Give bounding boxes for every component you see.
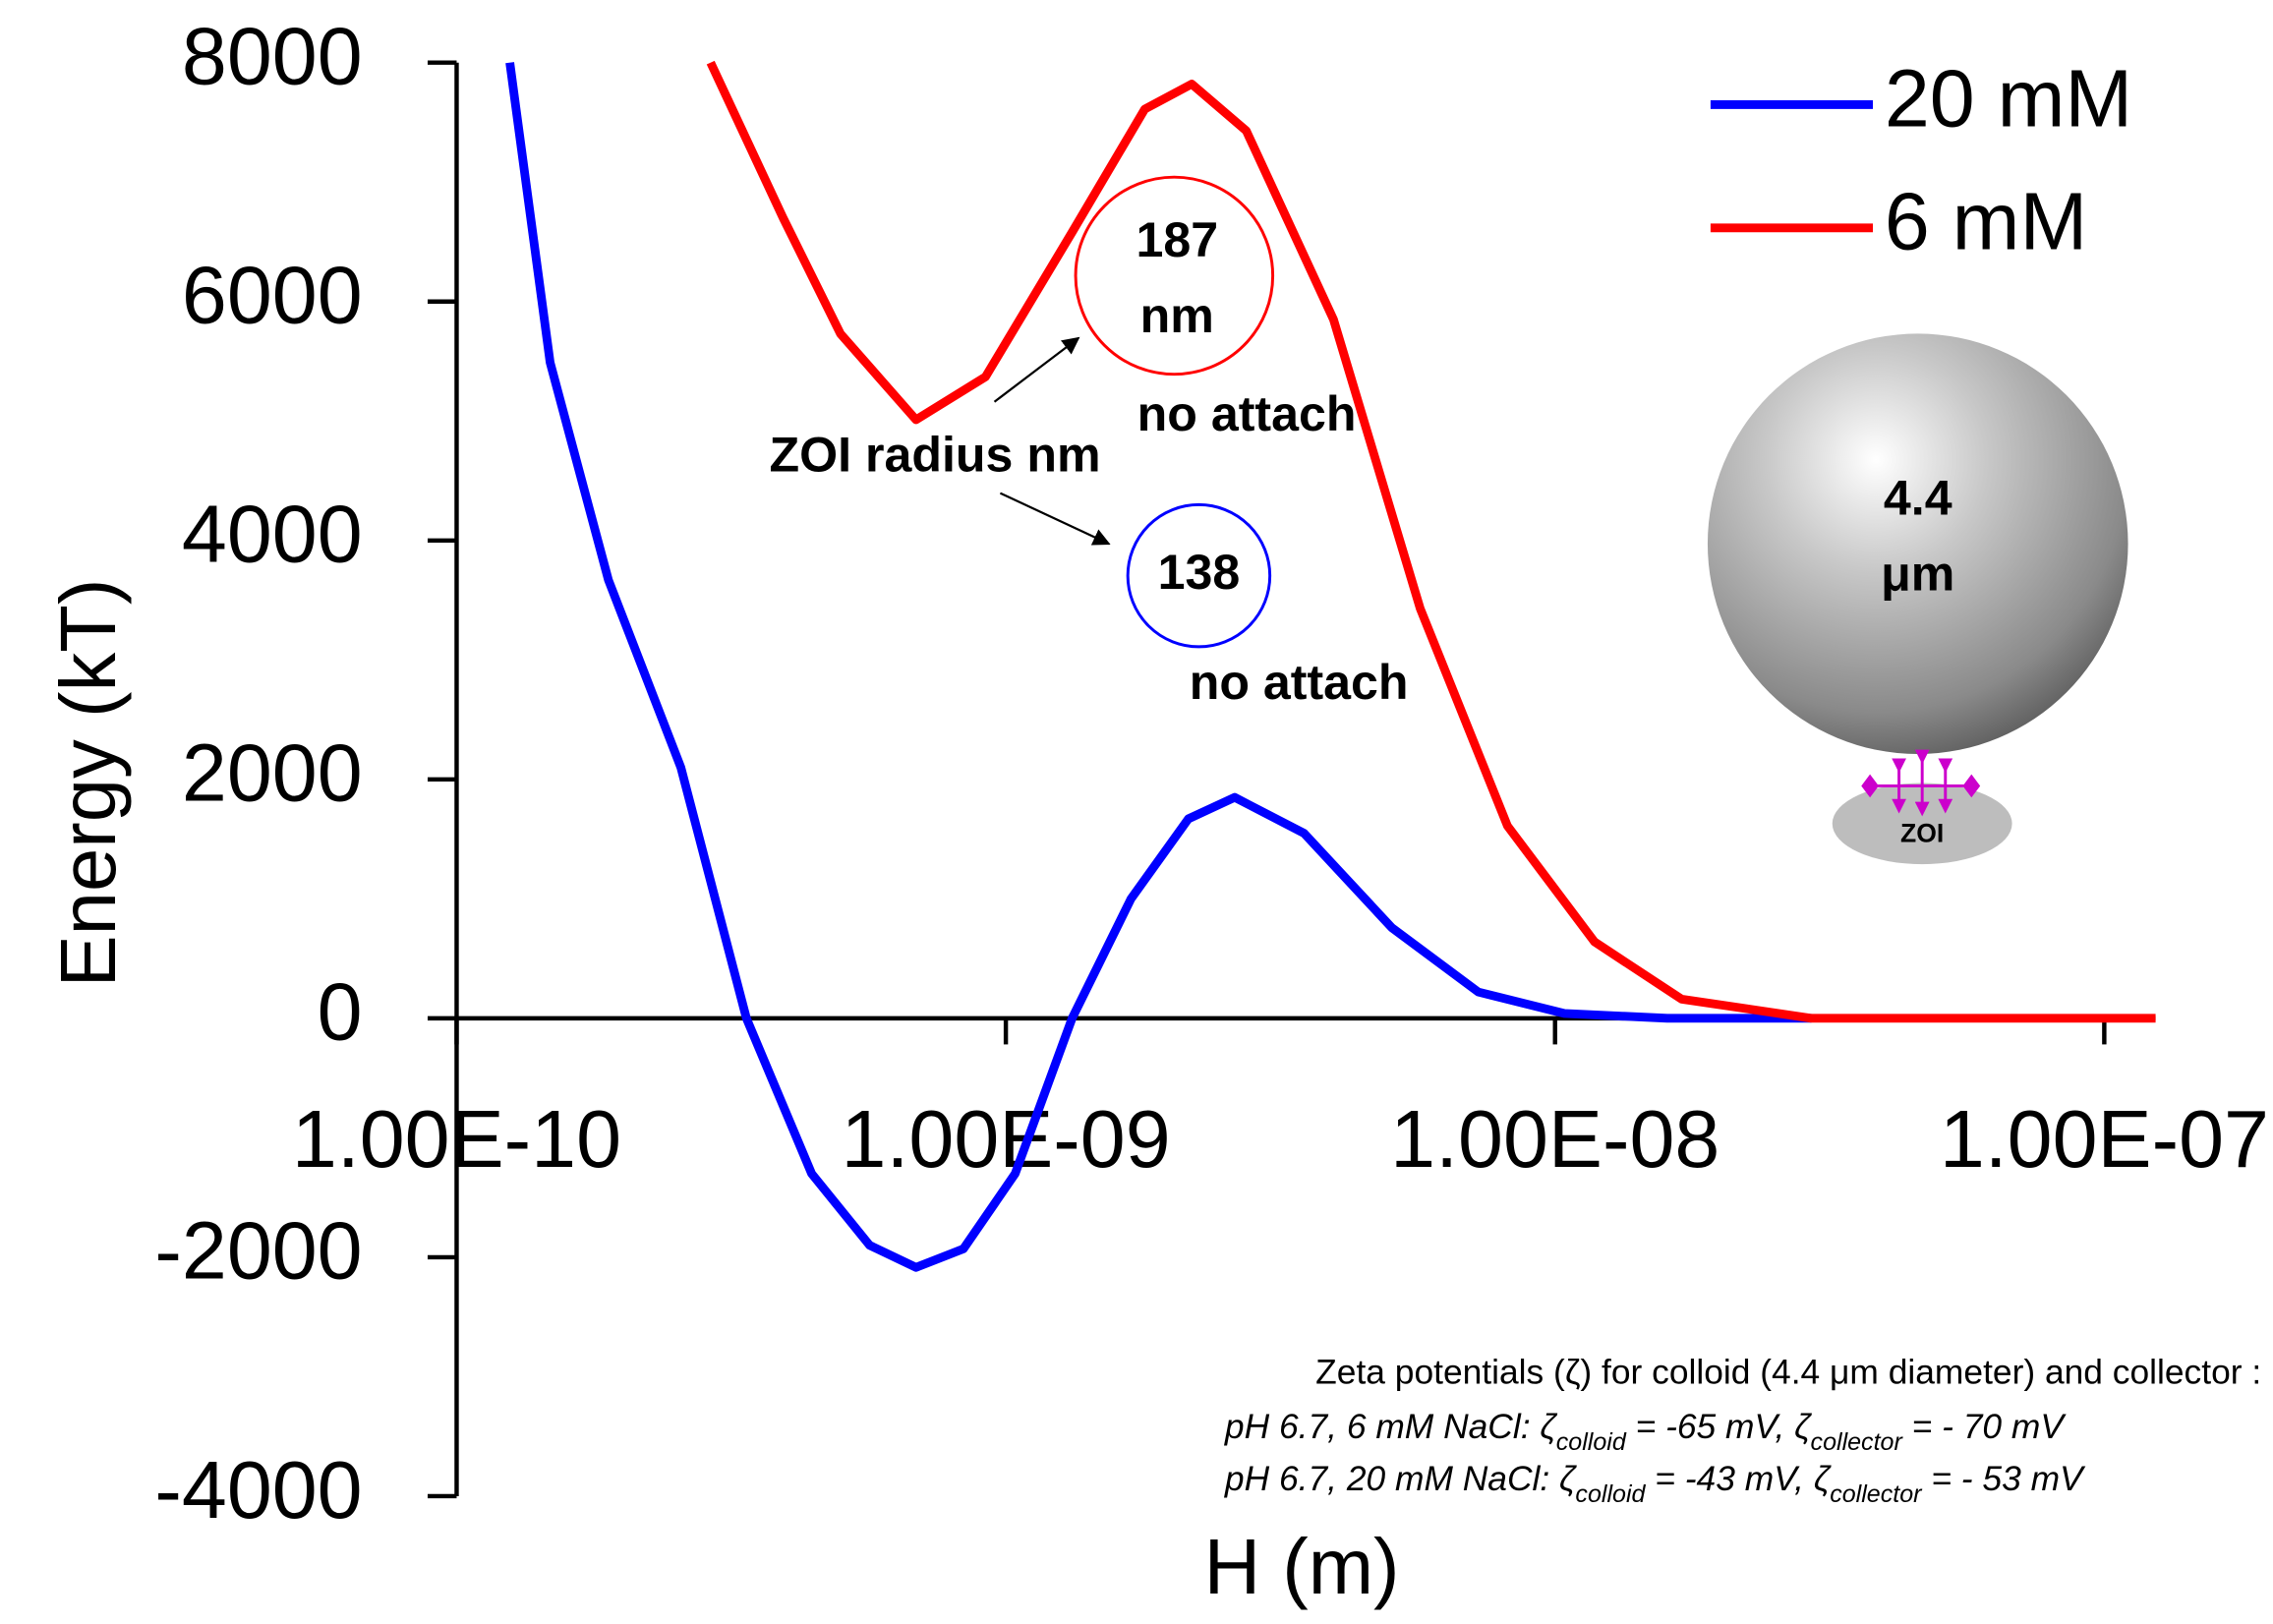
legend-label: 6 mM xyxy=(1885,177,2087,267)
zoi-arrows xyxy=(1861,749,1981,817)
annotation-arrow xyxy=(999,492,1111,546)
line-series xyxy=(505,62,1812,1272)
annotation: 4.4 xyxy=(1884,471,1952,526)
line-series xyxy=(706,60,2156,1023)
annotation: no attach xyxy=(1190,655,1409,710)
note-part: collector xyxy=(1811,1428,1904,1456)
x-axis-title: H (m) xyxy=(1204,1523,1400,1610)
note-part: = -43 mV, ζ xyxy=(1645,1461,1831,1499)
x-tick-label: 1.00E-10 xyxy=(292,1094,621,1185)
y-axis-title: Energy (kT) xyxy=(44,579,132,988)
annotation: ZOI xyxy=(1900,819,1944,848)
note-part: = - 70 mV xyxy=(1902,1408,2068,1446)
y-tick-label: 4000 xyxy=(182,490,363,580)
note-part: collector xyxy=(1830,1480,1923,1508)
y-tick-label: 0 xyxy=(318,967,363,1058)
note: pH 6.7, 6 mM NaCl: ζcolloid = -65 mV, ζc… xyxy=(1224,1408,2067,1455)
zoi-circle-20mm xyxy=(1126,502,1272,649)
annotation: ZOI radius nm xyxy=(770,427,1101,482)
note-part: = - 53 mV xyxy=(1921,1461,2086,1499)
note-part: = -65 mV, ζ xyxy=(1626,1408,1812,1446)
annotation: μm xyxy=(1881,546,1954,601)
note: Zeta potentials (ζ) for colloid (4.4 μm … xyxy=(1315,1353,2261,1391)
note-part: colloid xyxy=(1556,1428,1627,1456)
annotation-arrow xyxy=(993,336,1080,403)
note-part: pH 6.7, 6 mM NaCl: ζ xyxy=(1224,1408,1557,1446)
legend-label: 20 mM xyxy=(1885,53,2132,144)
zoi-circle-6mm xyxy=(1074,175,1275,377)
y-tick-label: 6000 xyxy=(182,251,363,341)
x-tick-label: 1.00E-09 xyxy=(842,1094,1171,1185)
x-tick-label: 1.00E-07 xyxy=(1940,1094,2269,1185)
particle-sphere xyxy=(1707,333,2128,755)
y-tick-label: -4000 xyxy=(154,1445,362,1536)
y-tick-label: 8000 xyxy=(182,12,363,102)
note-part: colloid xyxy=(1575,1480,1646,1508)
x-tick-label: 1.00E-08 xyxy=(1390,1094,1719,1185)
annotation: 187 xyxy=(1136,212,1218,267)
note-part: pH 6.7, 20 mM NaCl: ζ xyxy=(1224,1461,1577,1499)
annotation: no attach xyxy=(1137,386,1357,441)
annotation: 138 xyxy=(1158,545,1241,600)
note: pH 6.7, 20 mM NaCl: ζcolloid = -43 mV, ζ… xyxy=(1224,1461,2086,1508)
y-tick-label: 2000 xyxy=(182,728,363,819)
zoi-ellipse xyxy=(1832,783,2012,865)
annotation: nm xyxy=(1140,288,1214,343)
y-tick-label: -2000 xyxy=(154,1206,362,1297)
